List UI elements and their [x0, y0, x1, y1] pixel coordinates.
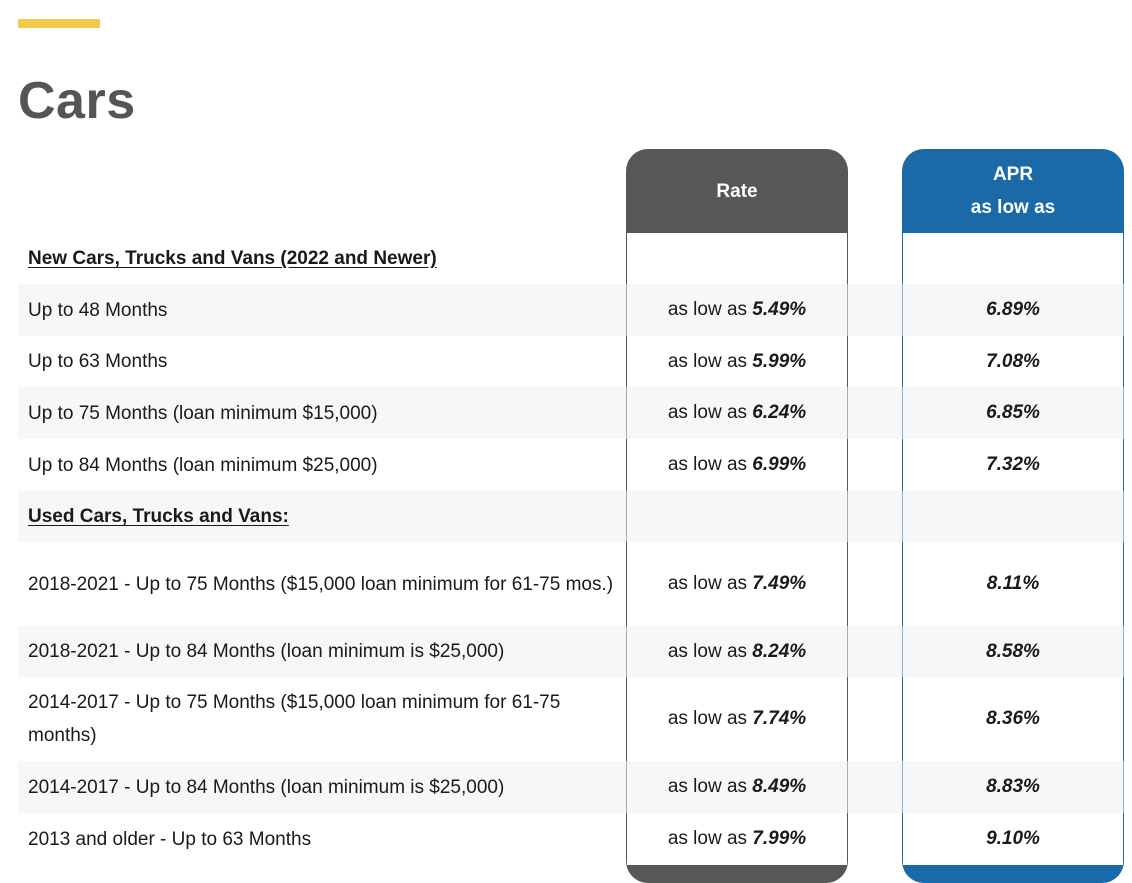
rate-cell: as low as 6.24% [627, 402, 847, 424]
rate-prefix: as low as [667, 454, 748, 475]
rate-value: 7.49% [752, 573, 807, 594]
table-row: Up to 63 Months as low as 5.99% 7.08% [18, 336, 1124, 387]
section-header-new: New Cars, Trucks and Vans (2022 and Newe… [18, 233, 1124, 284]
section-header-used: Used Cars, Trucks and Vans: [18, 491, 1124, 542]
rate-value: 5.49% [752, 299, 807, 320]
term-label: 2014-2017 - Up to 75 Months ($15,000 loa… [28, 692, 561, 746]
table-row: Up to 48 Months as low as 5.49% 6.89% [18, 284, 1124, 336]
rate-prefix: as low as [667, 708, 748, 729]
apr-column-panel [903, 233, 1123, 865]
rate-cell: as low as 7.99% [627, 828, 847, 850]
apr-column-header: APR as low as [902, 149, 1124, 233]
rate-cell: as low as 7.74% [627, 708, 847, 730]
rate-value: 7.74% [752, 708, 807, 729]
term-label: 2018-2021 - Up to 84 Months (loan minimu… [28, 641, 505, 662]
page-title: Cars [18, 72, 136, 130]
section-title: New Cars, Trucks and Vans (2022 and Newe… [28, 248, 437, 269]
rate-value: 5.99% [752, 350, 807, 372]
rate-value: 6.24% [752, 402, 807, 423]
apr-value: 6.85% [986, 402, 1040, 423]
rate-cell: as low as 7.49% [627, 573, 847, 595]
table-row: 2018-2021 - Up to 75 Months ($15,000 loa… [18, 542, 1124, 626]
term-label: Up to 75 Months (loan minimum $15,000) [28, 402, 378, 424]
rate-cell: as low as 8.24% [627, 641, 847, 663]
rate-cell: as low as 5.99% [627, 351, 847, 373]
rate-prefix: as low as [667, 402, 748, 423]
apr-value: 8.11% [986, 573, 1040, 594]
rate-cell: as low as 5.49% [627, 299, 847, 321]
section-title: Used Cars, Trucks and Vans: [28, 506, 289, 527]
apr-value: 8.83% [986, 776, 1040, 797]
rates-table: New Cars, Trucks and Vans (2022 and Newe… [18, 233, 1124, 865]
table-row: 2013 and older - Up to 63 Months as low … [18, 813, 1124, 865]
rate-prefix: as low as [667, 573, 748, 594]
rate-column-header: Rate [626, 149, 848, 233]
term-label: Up to 63 Months [28, 351, 168, 372]
rate-cell: as low as 8.49% [627, 776, 847, 798]
table-row: 2014-2017 - Up to 75 Months ($15,000 loa… [18, 677, 1124, 761]
term-label: 2018-2021 - Up to 75 Months ($15,000 loa… [28, 573, 614, 595]
table-row: Up to 75 Months (loan minimum $15,000) a… [18, 387, 1124, 439]
rate-prefix: as low as [667, 828, 748, 849]
apr-value: 7.32% [986, 454, 1040, 475]
rate-cell: as low as 6.99% [627, 454, 847, 476]
term-label: 2014-2017 - Up to 84 Months (loan minimu… [28, 776, 505, 798]
rate-prefix: as low as [667, 350, 748, 372]
apr-header-sublabel: as low as [970, 197, 1056, 218]
rate-value: 6.99% [752, 454, 807, 475]
title-accent-bar [18, 19, 100, 28]
rate-prefix: as low as [667, 776, 748, 797]
apr-value: 6.89% [986, 299, 1040, 320]
term-label: Up to 84 Months (loan minimum $25,000) [28, 454, 378, 476]
rate-value: 8.24% [752, 640, 807, 662]
term-label: Up to 48 Months [28, 299, 168, 321]
rate-column-panel [627, 233, 847, 865]
rate-prefix: as low as [667, 640, 748, 662]
table-row: 2014-2017 - Up to 84 Months (loan minimu… [18, 761, 1124, 813]
apr-value: 9.10% [986, 828, 1040, 849]
rate-value: 8.49% [752, 776, 807, 797]
apr-value: 7.08% [986, 350, 1040, 372]
rate-prefix: as low as [667, 299, 748, 320]
rate-value: 7.99% [752, 828, 807, 849]
rate-header-label: Rate [716, 180, 758, 202]
table-row: 2018-2021 - Up to 84 Months (loan minimu… [18, 626, 1124, 677]
term-label: 2013 and older - Up to 63 Months [28, 828, 312, 850]
apr-value: 8.36% [986, 708, 1040, 729]
table-row: Up to 84 Months (loan minimum $25,000) a… [18, 439, 1124, 491]
apr-header-label: APR [992, 164, 1034, 185]
apr-value: 8.58% [986, 640, 1040, 662]
